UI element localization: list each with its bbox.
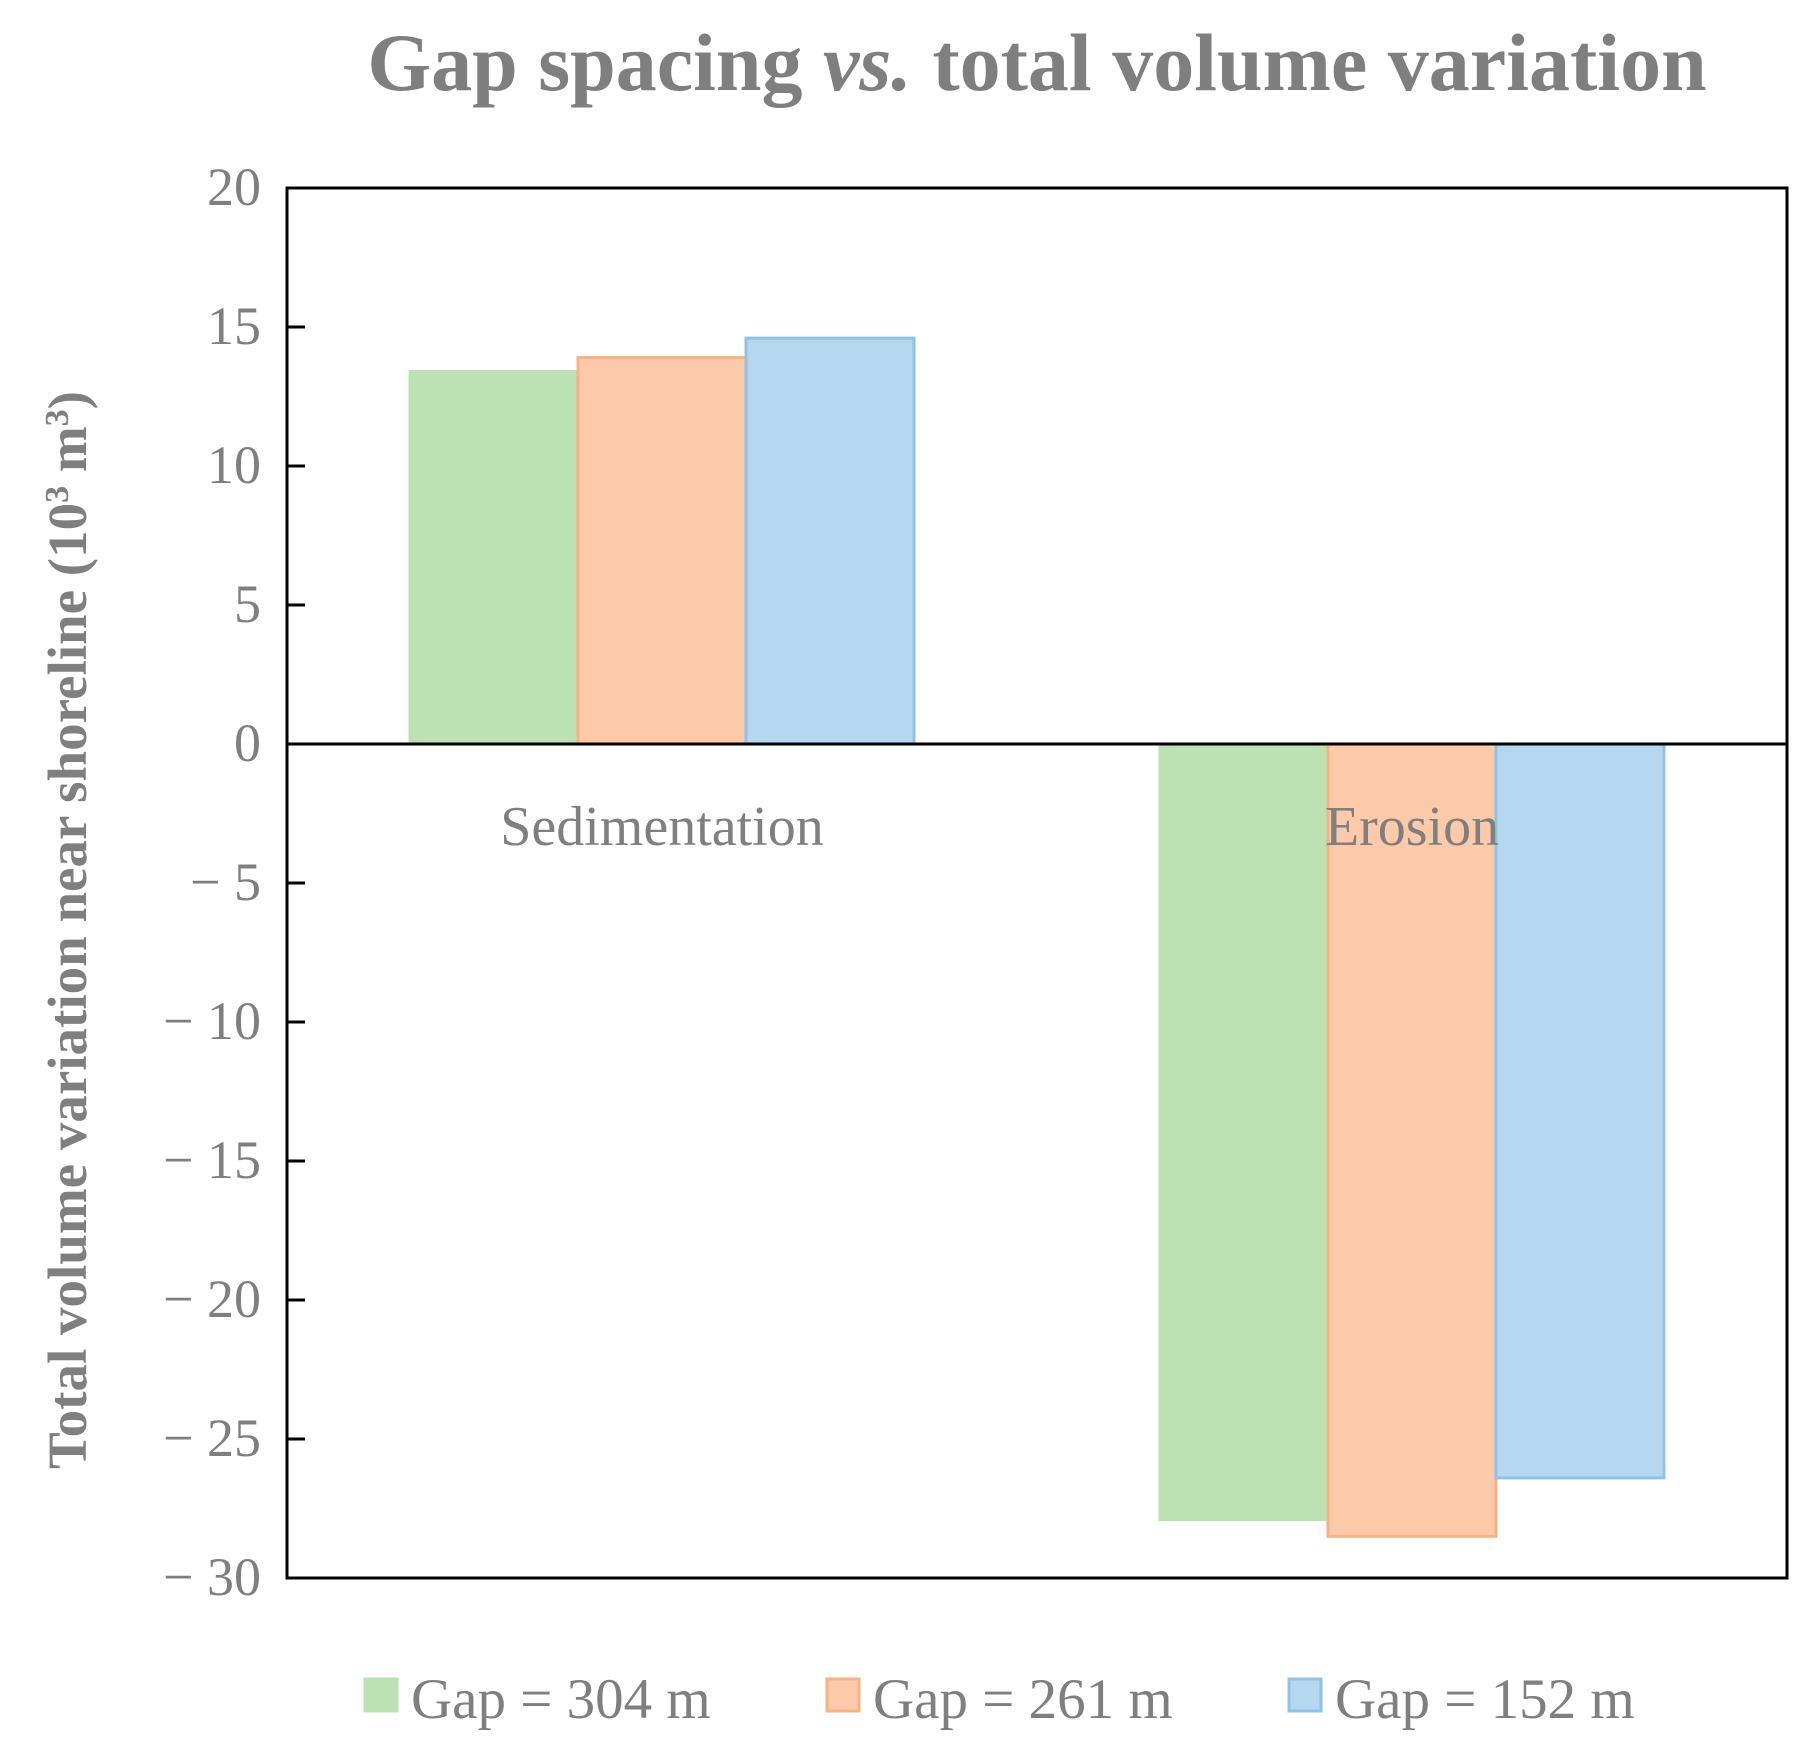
- chart-title-italic: vs.: [823, 17, 912, 108]
- y-axis-label-sup: 3: [39, 486, 76, 503]
- y-tick-label: − 20: [163, 1269, 261, 1329]
- legend-label: Gap = 304 m: [411, 1668, 711, 1731]
- y-tick-label: 15: [207, 296, 261, 356]
- category-label: Erosion: [1325, 796, 1499, 858]
- legend-swatch: [825, 1677, 861, 1713]
- chart-title-suffix: total volume variation: [912, 17, 1707, 108]
- y-axis-label-tail: m: [37, 426, 98, 486]
- legend-swatch: [1287, 1677, 1323, 1713]
- chart-title: Gap spacing vs. total volume variation: [367, 17, 1706, 108]
- bars-layer: [408, 336, 1666, 1538]
- legend: Gap = 304 m Gap = 261 m Gap = 152 m: [363, 1668, 1635, 1731]
- bar-2-2: [1326, 742, 1498, 1538]
- y-tick-label: 20: [207, 157, 261, 217]
- bar-3-1: [744, 336, 916, 746]
- y-tick-label: − 10: [163, 991, 261, 1051]
- y-tick-label: − 30: [163, 1547, 261, 1607]
- y-tick-label: − 25: [163, 1408, 261, 1468]
- axes-layer: 20 15 10 5 0 − 5 − 10 − 15 − 20 − 25 − 30: [163, 157, 1789, 1607]
- y-axis-label-sup2: 3: [39, 409, 76, 426]
- y-tick-label: 0: [234, 713, 261, 773]
- legend-label: Gap = 152 m: [1335, 1668, 1635, 1731]
- bar-1-2: [1158, 742, 1330, 1522]
- y-tick-label: 10: [207, 435, 261, 495]
- category-label: Sedimentation: [500, 796, 824, 858]
- bar-2-1: [576, 356, 748, 746]
- y-axis-label-main: Total volume variation near shoreline (1…: [37, 503, 98, 1469]
- y-axis-label-end: ): [37, 391, 98, 409]
- chart-title-prefix: Gap spacing: [367, 17, 823, 108]
- bar-3-2: [1494, 742, 1666, 1480]
- legend-label: Gap = 261 m: [873, 1668, 1173, 1731]
- bar-1-1: [408, 369, 580, 746]
- y-tick-label: 5: [234, 574, 261, 634]
- y-tick-label: − 15: [163, 1130, 261, 1190]
- category-labels: Sedimentation Erosion: [500, 796, 1499, 858]
- legend-swatch: [363, 1677, 399, 1713]
- y-tick-label: − 5: [190, 852, 261, 912]
- y-axis-label: Total volume variation near shoreline (1…: [37, 391, 98, 1469]
